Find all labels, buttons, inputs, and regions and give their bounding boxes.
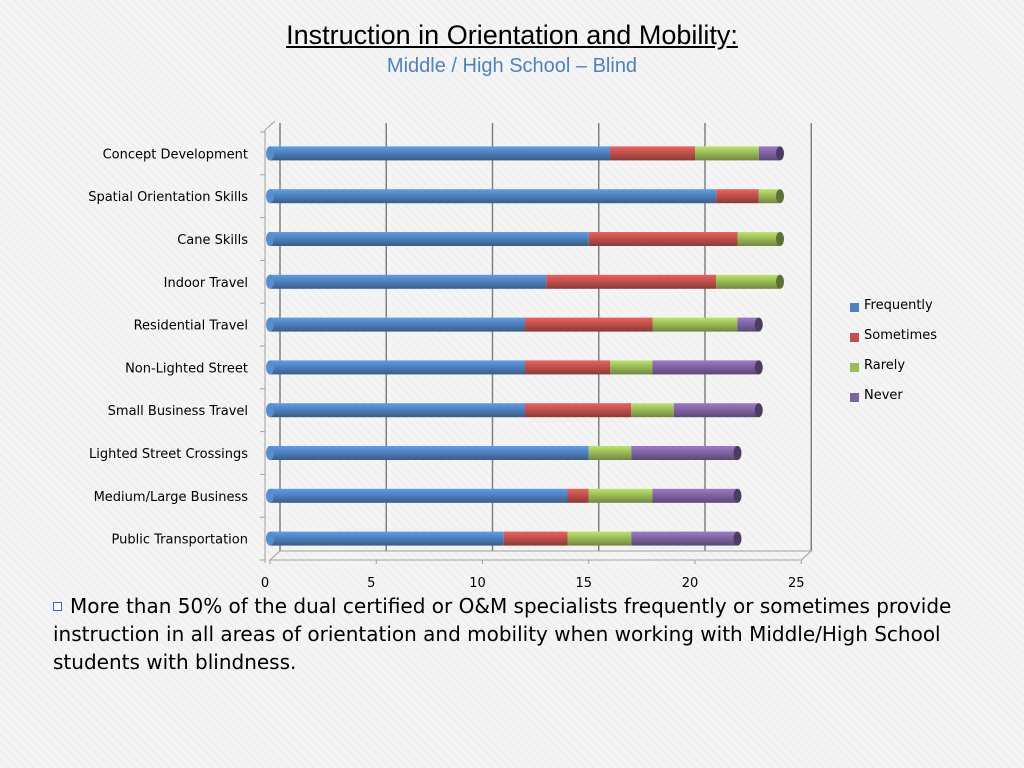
bar-segment-frequently [270,403,525,418]
bar-end-cap [776,189,784,204]
bar-segment-rarely [737,232,780,246]
bar-segment-frequently [270,317,525,332]
legend-swatch [850,363,859,372]
bar-segment-frequently [270,446,589,460]
bullet-point: More than 50% of the dual certified or O… [53,592,973,676]
bar-start-cap [266,531,274,546]
bar-segment-frequently [270,146,610,161]
chart-subtitle: Middle / High School – Blind [386,55,638,77]
bar-segment-sometimes [546,274,717,289]
bar-segment-frequently [270,488,568,503]
category-label: Concept Development [103,147,248,162]
bullet-text: More than 50% of the dual certified or O… [53,594,952,674]
bar-segment-rarely [716,274,780,289]
bar-end-cap [733,531,742,546]
chart-title: Instruction in Orientation and Mobility: [286,20,738,50]
bar-segment-never [631,446,738,460]
legend-item: Never [850,388,937,418]
legend-label: Sometimes [864,328,938,343]
chart-floor [268,550,813,561]
stacked-bar-chart: 0 5 10 15 20 25 Concept Development Spatial Ori… [88,120,813,591]
legend-swatch [850,393,859,402]
bar-segment-frequently [270,274,547,289]
legend-item: Frequently [850,298,937,328]
category-label: Cane Skills [177,233,248,248]
x-tick-label: 25 [788,576,805,591]
bar-segment-rarely [567,531,632,546]
bar-end-cap [754,403,763,418]
bar-end-cap [733,488,742,503]
bar-segment-never [652,488,738,503]
bar-segment-rarely [588,446,632,460]
bar-end-cap [733,446,742,460]
legend-label: Rarely [864,358,906,373]
legend-swatch [850,303,859,312]
bar-segment-sometimes [588,232,738,246]
bar-start-cap [266,274,274,289]
x-tick-label: 0 [261,576,269,591]
bar-segment-never [737,317,759,332]
square-bullet-icon [53,602,62,611]
bar-start-cap [266,146,274,161]
bar-segment-never [652,360,759,375]
bar-segment-sometimes [716,189,759,204]
bar-segment-frequently [270,232,589,246]
category-label: Residential Travel [134,319,248,334]
bar-segment-never [758,146,780,161]
legend-swatch [850,333,859,342]
bar-segment-never [631,531,738,546]
legend-label: Never [864,388,903,403]
bar-segment-rarely [758,189,780,204]
bar-start-cap [266,488,274,503]
chart-legend: Frequently Sometimes Rarely Never [850,298,937,418]
bar-end-cap [776,146,784,161]
bar-segment-rarely [588,488,653,503]
bar-segment-frequently [270,189,717,204]
category-label: Lighted Street Crossings [89,447,248,462]
category-label: Indoor Travel [164,276,248,291]
bar-end-cap [754,360,763,375]
bar-end-cap [776,274,784,289]
bar-start-cap [266,232,274,246]
category-label: Non-Lighted Street [125,361,248,376]
legend-item: Sometimes [850,328,937,358]
category-label: Small Business Travel [108,404,248,419]
bar-end-cap [776,232,784,246]
bar-segment-rarely [695,146,759,161]
bar-segment-sometimes [610,146,695,161]
bar-segment-rarely [652,317,738,332]
legend-label: Frequently [864,298,933,313]
bar-segment-frequently [270,531,504,546]
y-axis-top [264,120,276,131]
bar-segment-rarely [610,360,653,375]
x-tick-label: 15 [575,576,592,591]
bar-start-cap [266,360,274,375]
bar-start-cap [266,189,274,204]
bar-segment-sometimes [567,488,589,503]
bar-segment-rarely [631,403,674,418]
bar-segment-sometimes [525,403,632,418]
x-tick-label: 10 [469,576,486,591]
x-tick-label: 5 [367,576,375,591]
category-label: Public Transportation [112,533,248,548]
category-label: Medium/Large Business [94,490,249,505]
bar-segment-sometimes [503,531,568,546]
legend-item: Rarely [850,358,937,388]
x-tick-label: 20 [682,576,699,591]
bar-segment-frequently [270,360,525,375]
category-label: Spatial Orientation Skills [88,190,248,205]
bar-segment-never [673,403,759,418]
bar-start-cap [266,317,274,332]
bar-segment-sometimes [525,317,653,332]
bar-start-cap [266,446,274,460]
bar-end-cap [754,317,763,332]
bar-segment-sometimes [525,360,610,375]
bar-start-cap [266,403,274,418]
